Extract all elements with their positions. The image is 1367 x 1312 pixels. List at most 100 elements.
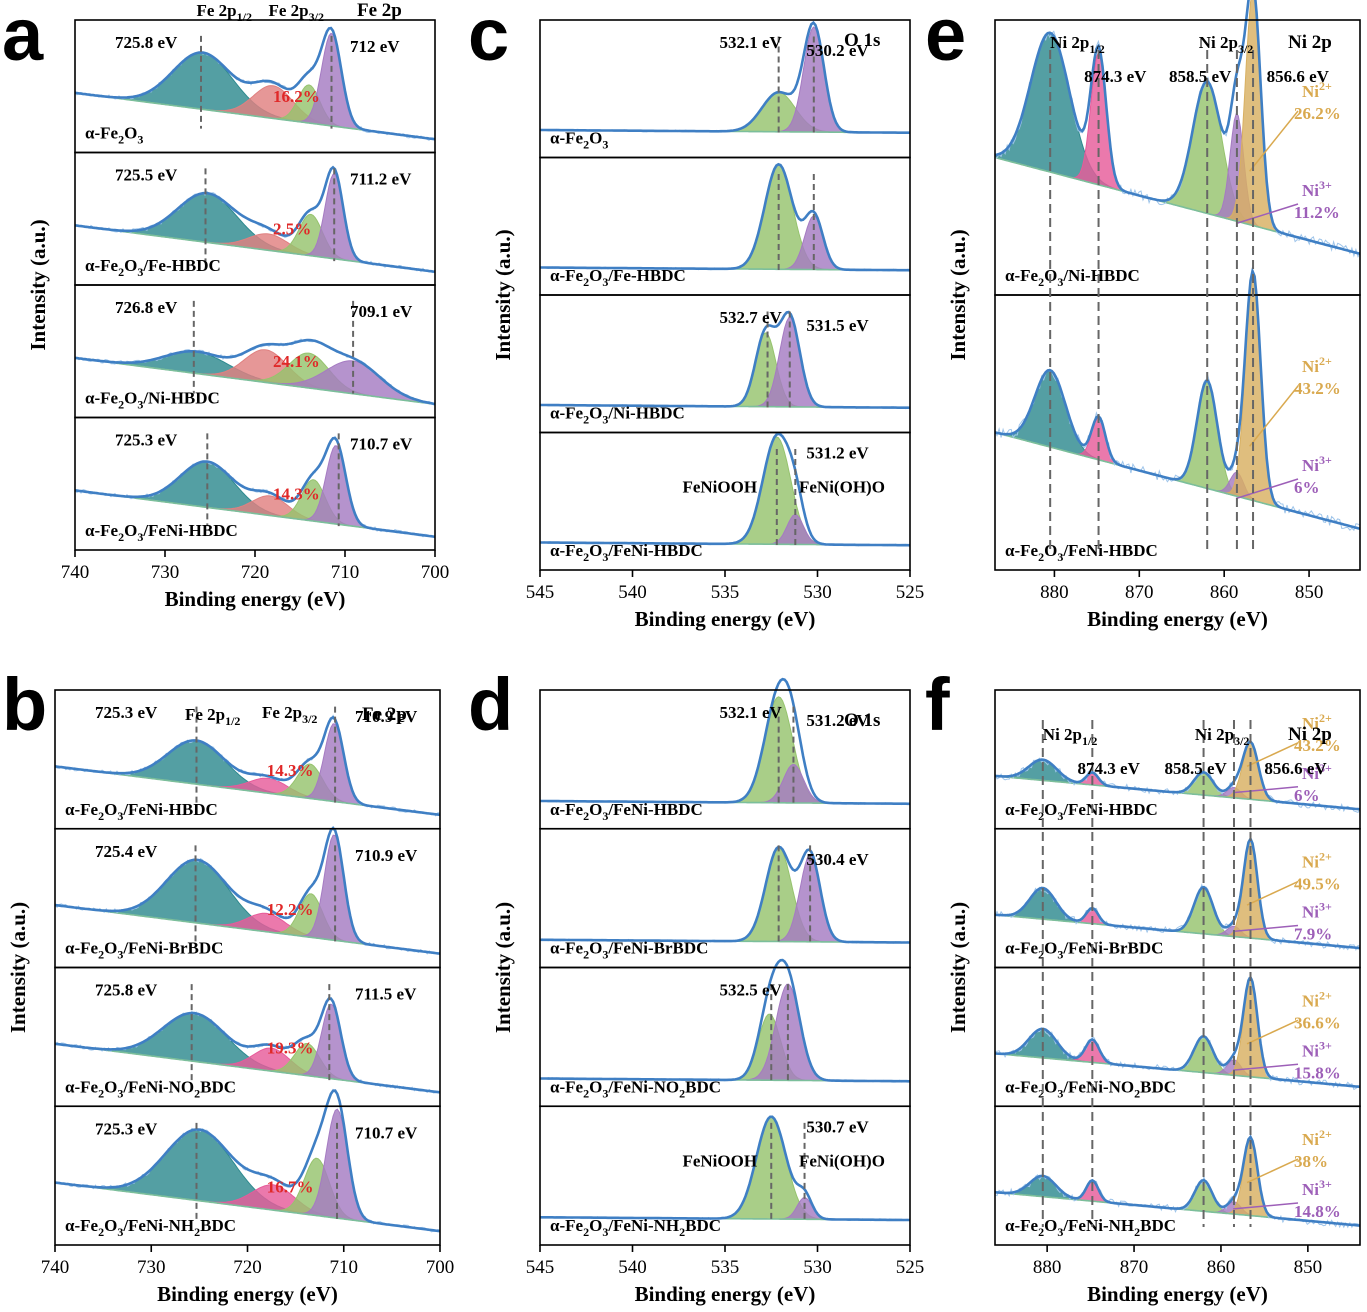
subplot-2: α-Fe2O3/FeNi-BrBDC 725.4 eV 710.9 eV 12.2%: [54, 825, 441, 969]
label-ni2p12: Ni 2p1/2: [1043, 725, 1098, 748]
ni3-percent-part: 15.8%: [1294, 1063, 1341, 1082]
raw-data-line: [994, 270, 1361, 532]
x-tick-label: 720: [233, 1257, 262, 1278]
sample-label-part: 3: [137, 133, 143, 147]
ni3-label-part: Ni: [1302, 764, 1319, 783]
ni2-percent: 38%: [1294, 1152, 1328, 1171]
panel-title: Ni 2p: [1288, 724, 1332, 745]
species-label: FeNiOOH: [682, 1151, 757, 1170]
sample-label: α-Fe2O3/FeNi-BrBDC: [550, 939, 708, 962]
ni2-percent-part: 49.5%: [1294, 875, 1341, 894]
x-tick-label: 525: [896, 582, 925, 603]
sample-label-part: 3: [1057, 550, 1063, 564]
envelope-fit-line: [994, 0, 1361, 256]
peak-energy-label-part: 725.3 eV: [115, 431, 178, 450]
x-axis-label: Binding energy (eV): [635, 607, 816, 631]
x-tick-label: 545: [526, 582, 555, 603]
ni3-label-part: Ni: [1302, 1041, 1319, 1060]
sample-label-part: 3: [117, 1225, 123, 1239]
sample-label-part: 2: [1038, 275, 1044, 289]
envelope-fit-line: [74, 436, 436, 539]
label-ni2p32: Ni 2p3/2: [1195, 725, 1250, 748]
sample-label-part: 2: [583, 948, 589, 962]
sample-label-part: /FeNi-NH: [607, 1216, 679, 1235]
label-fe2p32-part: 3/2: [309, 10, 324, 24]
ni3-label-part: Ni: [1302, 903, 1319, 922]
sample-label-part: 2: [1134, 1086, 1140, 1100]
x-axis-label: Binding energy (eV): [1087, 607, 1268, 631]
peak-energy-label: 530.4 eV: [806, 850, 869, 869]
y-axis-label: Intensity (a.u.): [946, 902, 970, 1033]
panel-title-part: Fe 2p: [362, 704, 407, 725]
sample-label-part: α-Fe: [550, 1077, 584, 1096]
x-tick-label: 860: [1207, 1257, 1236, 1278]
ni2-label-part: 2+: [1319, 79, 1332, 93]
ni3-percent: 15.8%: [1294, 1063, 1341, 1082]
peak-energy-label-part: 711.5 eV: [355, 985, 417, 1004]
ni2-label: Ni2+: [1302, 850, 1332, 872]
x-tick-label: 850: [1294, 1257, 1323, 1278]
sample-label-part: α-Fe: [1005, 541, 1039, 560]
sample-label-part: 2: [583, 138, 589, 152]
sample-label-part: /FeNi-BrBDC: [607, 939, 708, 958]
label-ni2p12-part: 1/2: [1089, 42, 1104, 56]
ni3-label-part: 3+: [1319, 1038, 1332, 1052]
sample-label-part: 2: [583, 275, 589, 289]
ni3-label: Ni3+: [1302, 1038, 1332, 1060]
sample-label-part: 2: [1038, 809, 1044, 823]
peak-energy-label: 856.6 eV: [1267, 67, 1330, 86]
ni2-label-part: Ni: [1302, 853, 1319, 872]
sample-label-part: /FeNi-HBDC: [607, 800, 702, 819]
sample-label-part: 3: [602, 550, 608, 564]
sample-label-part: 2: [583, 413, 589, 427]
peak-energy-label-part: 856.6 eV: [1267, 67, 1330, 86]
sample-label-part: O: [589, 1077, 602, 1096]
species-label-part: FeNiOOH: [682, 1151, 757, 1170]
envelope-fit-line: [994, 1134, 1361, 1227]
y-axis-label: Intensity (a.u.): [6, 902, 30, 1033]
ni3-label-part: 3+: [1319, 453, 1332, 467]
label-fe2p12-part: 1/2: [225, 714, 240, 728]
panel-title-part: O 1s: [844, 710, 880, 731]
x-tick-label: 530: [803, 582, 832, 603]
ni3-pointer: [1233, 924, 1299, 933]
ni3-pointer: [1233, 786, 1299, 794]
sample-label: α-Fe2O3/Fe-HBDC: [550, 266, 686, 289]
label-ni2p32-part: 3/2: [1234, 734, 1249, 748]
sample-label-part: BDC: [1140, 1216, 1176, 1235]
ni2-label-part: 2+: [1319, 988, 1332, 1002]
sample-label-part: 2: [194, 1225, 200, 1239]
sample-label-part: α-Fe: [550, 129, 584, 148]
peak-energy-label-part: 712 eV: [350, 37, 400, 56]
envelope-fit-line: [54, 826, 441, 955]
sample-label-part: 3: [602, 138, 608, 152]
x-tick-label: 535: [711, 582, 740, 603]
sample-label-part: BDC: [685, 1077, 721, 1096]
x-tick-label: 530: [803, 1257, 832, 1278]
sample-label-part: O: [589, 1216, 602, 1235]
envelope-fit-line: [540, 20, 910, 134]
x-tick-label: 880: [1033, 1257, 1062, 1278]
subplot-4: α-Fe2O3/FeNi-HBDC 725.3 eV 710.7 eV 14.3%: [74, 416, 436, 551]
peak-energy-label-part: 725.4 eV: [95, 842, 158, 861]
sample-label-part: 3: [137, 530, 143, 544]
sample-label-part: O: [589, 266, 602, 285]
panel-letter: c: [468, 0, 509, 76]
peak-energy-label-part: 858.5 eV: [1169, 67, 1232, 86]
envelope-fit-line: [54, 715, 441, 817]
sample-label-part: /FeNi-HBDC: [607, 541, 702, 560]
sample-label-part: /FeNi-HBDC: [142, 521, 237, 540]
ni2-pointer: [1246, 742, 1299, 767]
satellite-percent-label: 2.5%: [273, 220, 311, 239]
subplot-3: α-Fe2O3/Ni-HBDC 532.7 eV 531.5 eV: [539, 294, 911, 434]
label-ni2p12: Ni 2p1/2: [1050, 33, 1105, 56]
sample-label-part: 2: [98, 948, 104, 962]
ni3-pointer: [1235, 203, 1299, 225]
sample-label-part: O: [124, 389, 137, 408]
